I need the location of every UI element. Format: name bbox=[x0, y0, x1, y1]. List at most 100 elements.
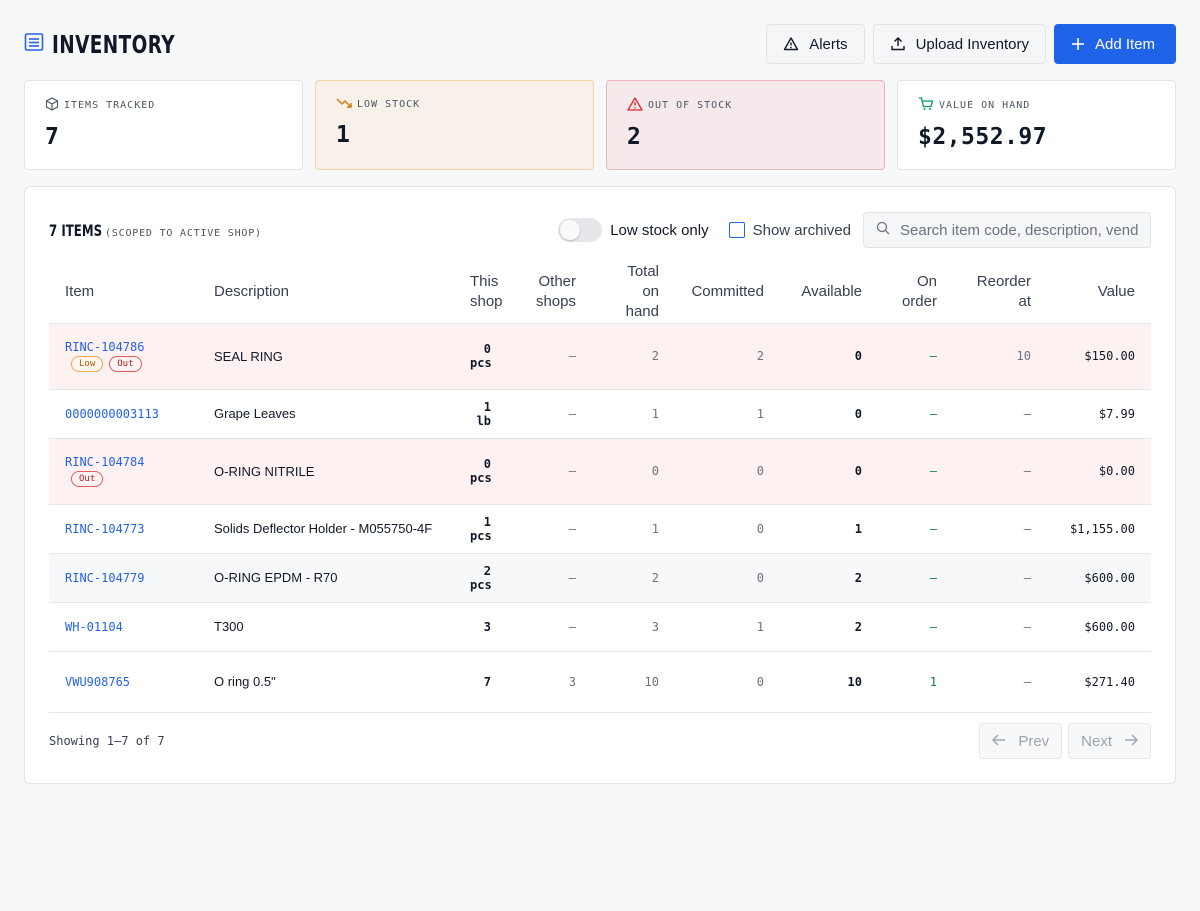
available-cell: 0 bbox=[780, 438, 878, 505]
this-shop-cell: 0 pcs bbox=[454, 323, 507, 390]
stat-low-stock: LOW STOCK 1 bbox=[315, 80, 594, 170]
value-cell: $0.00 bbox=[1047, 438, 1151, 505]
description-cell: Solids Deflector Holder - M055750-4F bbox=[198, 504, 454, 554]
item-code-link[interactable]: VWU908765 bbox=[65, 674, 131, 689]
stat-items-tracked: ITEMS TRACKED 7 bbox=[24, 80, 303, 170]
show-archived-checkbox[interactable] bbox=[728, 222, 745, 238]
item-code-cell: 0000000003113 bbox=[49, 389, 198, 439]
warning-icon bbox=[627, 97, 643, 114]
arrow-left-icon bbox=[992, 733, 1006, 750]
trending-down-icon bbox=[336, 97, 352, 112]
next-label: Next bbox=[1081, 732, 1112, 750]
box-icon bbox=[45, 97, 59, 114]
title-wrap: INVENTORY bbox=[24, 30, 202, 59]
committed-cell: 0 bbox=[675, 651, 780, 713]
item-code-link[interactable]: RINC-104779 bbox=[65, 570, 145, 585]
table-row[interactable]: RINC-104773 Solids Deflector Holder - M0… bbox=[49, 504, 1151, 554]
item-code-cell: RINC-104784 Out bbox=[49, 438, 198, 505]
col-committed[interactable]: Committed bbox=[675, 261, 780, 324]
available-cell: 0 bbox=[780, 389, 878, 439]
total-cell: 1 bbox=[592, 389, 675, 439]
on-order-cell: 1 bbox=[878, 651, 953, 713]
table-row[interactable]: VWU908765 O ring 0.5" 7 3 10 0 10 1 — $2… bbox=[49, 651, 1151, 713]
table-row[interactable]: 0000000003113 Grape Leaves 1 lb — 1 1 0 … bbox=[49, 389, 1151, 439]
scope-note: (SCOPED TO ACTIVE SHOP) bbox=[105, 227, 262, 239]
item-code-link[interactable]: RINC-104784 bbox=[65, 455, 145, 469]
stat-label: VALUE ON HAND bbox=[918, 97, 1155, 114]
description-cell: Grape Leaves bbox=[198, 389, 454, 439]
table-footer: Showing 1–7 of 7 Prev Next bbox=[49, 723, 1151, 759]
page-title: INVENTORY bbox=[52, 29, 175, 59]
available-cell: 10 bbox=[780, 651, 878, 713]
stat-value: 7 bbox=[45, 124, 60, 150]
search-input[interactable] bbox=[900, 221, 1138, 239]
stat-out-of-stock: OUT OF STOCK 2 bbox=[606, 80, 885, 170]
stat-label: ITEMS TRACKED bbox=[45, 97, 282, 114]
stat-value-on-hand: VALUE ON HAND $2,552.97 bbox=[897, 80, 1176, 170]
out-badge: Out bbox=[71, 471, 104, 487]
upload-inventory-button[interactable]: Upload Inventory bbox=[872, 24, 1046, 64]
low-stock-label: Low stock only bbox=[610, 221, 709, 239]
on-order-cell: — bbox=[878, 323, 953, 390]
count-wrap: 7 ITEMS (SCOPED TO ACTIVE SHOP) bbox=[49, 221, 262, 240]
inventory-table: Item Description This shop Other shops Tot… bbox=[49, 261, 1151, 713]
stats-row: ITEMS TRACKED 7 LOW STOCK 1 OUT OF STOCK… bbox=[24, 80, 1176, 170]
badges: Out bbox=[71, 471, 182, 487]
col-on-order[interactable]: On order bbox=[878, 261, 953, 324]
item-code-cell: WH-01104 bbox=[49, 602, 198, 652]
item-code-link[interactable]: RINC-104773 bbox=[65, 521, 145, 536]
on-order-cell: — bbox=[878, 438, 953, 505]
next-button[interactable]: Next bbox=[1068, 723, 1151, 759]
alerts-button[interactable]: Alerts bbox=[766, 24, 865, 64]
other-shops-cell: — bbox=[507, 504, 592, 554]
item-code-link[interactable]: RINC-104786 bbox=[65, 340, 145, 354]
prev-label: Prev bbox=[1018, 732, 1050, 750]
prev-button[interactable]: Prev bbox=[979, 723, 1063, 759]
pagination: Prev Next bbox=[979, 723, 1151, 759]
reorder-cell: — bbox=[953, 651, 1047, 713]
col-total-on-hand[interactable]: Total on hand bbox=[592, 261, 675, 324]
col-available[interactable]: Available bbox=[780, 261, 878, 324]
table-row[interactable]: RINC-104779 O-RING EPDM - R70 2 pcs — 2 … bbox=[49, 553, 1151, 603]
on-order-cell: — bbox=[878, 389, 953, 439]
other-shops-cell: — bbox=[507, 389, 592, 439]
warning-icon bbox=[783, 36, 799, 52]
stat-label: OUT OF STOCK bbox=[627, 97, 864, 114]
on-order-cell: — bbox=[878, 553, 953, 603]
total-cell: 10 bbox=[592, 651, 675, 713]
col-this-shop[interactable]: This shop bbox=[454, 261, 507, 324]
table-header-row: Item Description This shop Other shops Tot… bbox=[49, 261, 1151, 324]
low-stock-toggle[interactable] bbox=[558, 218, 603, 242]
upload-icon bbox=[890, 36, 906, 52]
search-box bbox=[863, 212, 1151, 248]
col-reorder-at[interactable]: Reorder at bbox=[953, 261, 1047, 324]
reorder-cell: — bbox=[953, 504, 1047, 554]
this-shop-cell: 0 pcs bbox=[454, 438, 507, 505]
item-code-link[interactable]: WH-01104 bbox=[65, 619, 123, 634]
show-archived-label: Show archived bbox=[752, 221, 851, 239]
description-cell: T300 bbox=[198, 602, 454, 652]
inventory-icon bbox=[24, 32, 44, 57]
col-description[interactable]: Description bbox=[198, 261, 454, 324]
total-cell: 2 bbox=[592, 553, 675, 603]
col-other-shops[interactable]: Other shops bbox=[507, 261, 592, 324]
col-value[interactable]: Value bbox=[1047, 261, 1151, 324]
cart-icon bbox=[918, 97, 934, 114]
table-row[interactable]: WH-01104 T300 3 — 3 1 2 — — $600.00 bbox=[49, 602, 1151, 652]
available-cell: 0 bbox=[780, 323, 878, 390]
add-item-button[interactable]: Add Item bbox=[1053, 24, 1176, 64]
pagination-summary: Showing 1–7 of 7 bbox=[49, 734, 165, 748]
filters: Low stock only Show archived bbox=[558, 212, 1151, 248]
committed-cell: 0 bbox=[675, 438, 780, 505]
total-cell: 0 bbox=[592, 438, 675, 505]
item-code-cell: RINC-104773 bbox=[49, 504, 198, 554]
plus-icon bbox=[1071, 37, 1085, 51]
committed-cell: 0 bbox=[675, 504, 780, 554]
item-code-link[interactable]: 0000000003113 bbox=[65, 406, 159, 421]
col-item[interactable]: Item bbox=[49, 261, 198, 324]
this-shop-cell: 3 bbox=[454, 602, 507, 652]
value-cell: $600.00 bbox=[1047, 553, 1151, 603]
table-row[interactable]: RINC-104786 Low Out SEAL RING 0 pcs — 2 … bbox=[49, 323, 1151, 390]
alerts-label: Alerts bbox=[809, 35, 848, 53]
table-row[interactable]: RINC-104784 Out O-RING NITRILE 0 pcs — 0… bbox=[49, 438, 1151, 505]
